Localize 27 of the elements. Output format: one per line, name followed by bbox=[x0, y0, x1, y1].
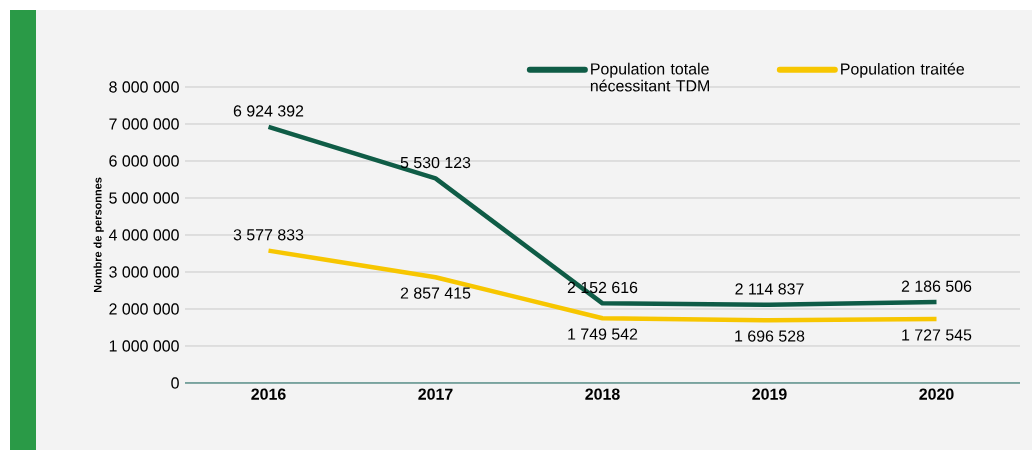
y-tick-label: 8 000 000 bbox=[109, 81, 179, 93]
data-label: 3 577 833 bbox=[233, 229, 304, 241]
y-axis-title: Nombre de personnes bbox=[93, 177, 104, 293]
y-tick-label: 5 000 000 bbox=[109, 192, 179, 204]
data-label: 1 696 528 bbox=[735, 330, 805, 342]
x-tick-label: 2020 bbox=[919, 388, 954, 400]
data-label: 1 749 542 bbox=[568, 328, 638, 340]
data-label: 6 924 392 bbox=[233, 105, 304, 117]
y-tick-label: 3 000 000 bbox=[109, 266, 179, 278]
y-tick-label: 6 000 000 bbox=[109, 155, 179, 167]
legend-label: Population totale nécessitant TDM bbox=[590, 62, 709, 92]
y-tick-label: 2 000 000 bbox=[109, 303, 179, 315]
x-tick-label: 2019 bbox=[752, 388, 787, 400]
y-tick-label: 1 000 000 bbox=[109, 340, 179, 352]
y-tick-label: 0 bbox=[171, 377, 179, 389]
x-tick-label: 2018 bbox=[585, 388, 620, 400]
data-label: 2 114 837 bbox=[735, 283, 804, 295]
line-series bbox=[266, 248, 939, 323]
data-label: 1 727 545 bbox=[902, 329, 972, 341]
data-label: 2 857 415 bbox=[400, 287, 471, 299]
x-tick-label: 2017 bbox=[418, 388, 453, 400]
data-label: 2 186 506 bbox=[901, 280, 972, 292]
data-label: 5 530 123 bbox=[400, 156, 471, 169]
x-tick-label: 2016 bbox=[251, 388, 286, 400]
y-tick-label: 4 000 000 bbox=[108, 229, 179, 241]
legend-label: Population traitée bbox=[841, 62, 965, 78]
y-tick-label: 7 000 000 bbox=[109, 118, 179, 130]
